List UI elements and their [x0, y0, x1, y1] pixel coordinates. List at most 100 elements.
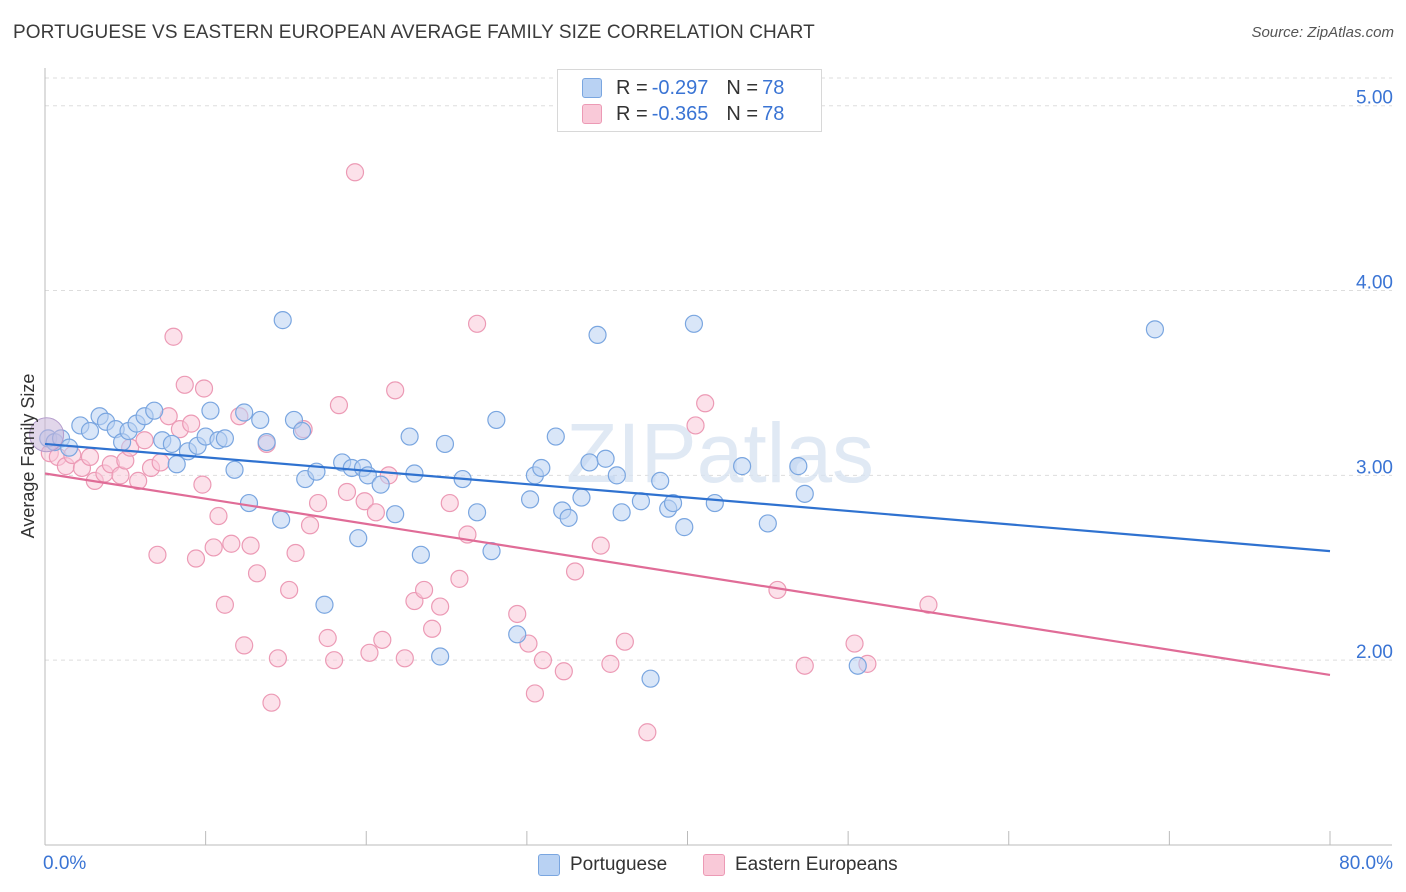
portuguese-point: [597, 450, 614, 467]
portuguese-swatch: [538, 854, 560, 876]
portuguese-point: [202, 402, 219, 419]
eastern-europeans-point: [326, 652, 343, 669]
portuguese-point: [706, 495, 723, 512]
portuguese-point: [560, 509, 577, 526]
portuguese-point: [581, 454, 598, 471]
eastern-europeans-point: [330, 397, 347, 414]
eastern-europeans-point: [310, 495, 327, 512]
r-label: R =: [616, 103, 648, 126]
x-tick-label-max: 80.0%: [1339, 853, 1393, 874]
scatter-chart: ZIPatlas 2.003.004.005.000.0% 80.0%Averag…: [0, 0, 1406, 892]
n-label: N =: [726, 77, 758, 100]
portuguese-point: [316, 596, 333, 613]
portuguese-point: [613, 504, 630, 521]
eastern-europeans-point: [567, 563, 584, 580]
portuguese-point: [240, 495, 257, 512]
eastern-europeans-point: [846, 635, 863, 652]
portuguese-point: [488, 411, 505, 428]
eastern-europeans-point: [796, 657, 813, 674]
portuguese-point: [533, 459, 550, 476]
portuguese-point: [226, 461, 243, 478]
portuguese-point: [163, 435, 180, 452]
portuguese-point: [436, 435, 453, 452]
eastern-europeans-point: [416, 581, 433, 598]
portuguese-point: [652, 472, 669, 489]
gridlines: [45, 78, 1392, 660]
portuguese-point: [547, 428, 564, 445]
eastern-europeans-point: [616, 633, 633, 650]
eastern-europeans-point: [367, 504, 384, 521]
eastern-europeans-point: [602, 655, 619, 672]
portuguese-point: [509, 626, 526, 643]
portuguese-point: [632, 493, 649, 510]
eastern-europeans-point: [396, 650, 413, 667]
portuguese-point: [252, 411, 269, 428]
legend-item-portuguese: Portuguese: [538, 852, 667, 878]
portuguese-point: [61, 439, 78, 456]
portuguese-point: [849, 657, 866, 674]
eastern-europeans-point: [269, 650, 286, 667]
portuguese-point: [412, 546, 429, 563]
eastern-europeans-point: [302, 517, 319, 534]
legend-label: Portuguese: [570, 854, 667, 876]
n-value: 78: [762, 77, 784, 100]
portuguese-point: [146, 402, 163, 419]
legend-row-eastern-europeans: R = -0.365 N = 78: [582, 101, 784, 127]
portuguese-point: [432, 648, 449, 665]
y-tick-label: 3.00: [1356, 457, 1393, 478]
portuguese-point: [81, 423, 98, 440]
eastern-europeans-point: [441, 495, 458, 512]
portuguese-point: [685, 315, 702, 332]
eastern-europeans-point: [592, 537, 609, 554]
portuguese-point: [236, 404, 253, 421]
eastern-europeans-point: [81, 448, 98, 465]
eastern-europeans-point: [183, 415, 200, 432]
portuguese-point: [258, 434, 275, 451]
portuguese-point: [387, 506, 404, 523]
eastern-europeans-point: [136, 432, 153, 449]
r-label: R =: [616, 77, 648, 100]
eastern-europeans-point: [374, 631, 391, 648]
eastern-europeans-swatch: [703, 854, 725, 876]
portuguese-swatch: [582, 78, 602, 98]
legend-item-eastern-europeans: Eastern Europeans: [703, 852, 898, 878]
eastern-europeans-point: [338, 483, 355, 500]
eastern-europeans-point: [526, 685, 543, 702]
eastern-europeans-swatch: [582, 104, 602, 124]
r-value: -0.365: [652, 103, 709, 126]
x-tick-label-min: 0.0%: [43, 853, 86, 874]
portuguese-point: [401, 428, 418, 445]
portuguese-point: [469, 504, 486, 521]
eastern-europeans-point: [697, 395, 714, 412]
eastern-europeans-point: [319, 630, 336, 647]
eastern-europeans-point: [249, 565, 266, 582]
eastern-europeans-point: [165, 328, 182, 345]
y-tick-label: 4.00: [1356, 273, 1393, 294]
eastern-europeans-point: [639, 724, 656, 741]
portuguese-point: [273, 511, 290, 528]
eastern-europeans-point: [205, 539, 222, 556]
eastern-europeans-point: [432, 598, 449, 615]
portuguese-point: [573, 489, 590, 506]
portuguese-point: [796, 485, 813, 502]
eastern-europeans-point: [687, 417, 704, 434]
eastern-europeans-point: [451, 570, 468, 587]
portuguese-point: [350, 530, 367, 547]
eastern-europeans-point: [509, 605, 526, 622]
portuguese-point: [759, 515, 776, 532]
eastern-europeans-point: [263, 694, 280, 711]
y-tick-label: 2.00: [1356, 642, 1393, 663]
portuguese-point: [1146, 321, 1163, 338]
correlation-legend: R = -0.297 N = 78 R = -0.365 N = 78: [557, 69, 822, 132]
n-label: N =: [726, 103, 758, 126]
eastern-europeans-point: [194, 476, 211, 493]
portuguese-point: [522, 491, 539, 508]
eastern-europeans-point: [187, 550, 204, 567]
eastern-europeans-point: [534, 652, 551, 669]
eastern-europeans-point: [387, 382, 404, 399]
eastern-europeans-point: [216, 596, 233, 613]
y-axis-title: Average Family Size: [18, 374, 38, 539]
y-tick-label: 5.00: [1356, 88, 1393, 109]
portuguese-point: [608, 467, 625, 484]
eastern-europeans-point: [176, 376, 193, 393]
